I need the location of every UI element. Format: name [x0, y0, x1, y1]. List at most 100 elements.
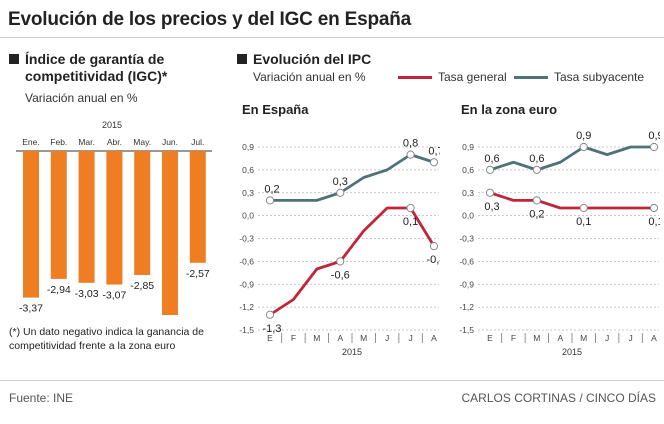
igc-subtitle: Variación anual en %	[25, 91, 138, 105]
ipc-ytick-label: -1,5	[459, 325, 474, 335]
general-marker	[336, 257, 345, 266]
subyacente-value-label: 0,9	[576, 130, 591, 142]
igc-category-label: May.	[133, 137, 151, 147]
subyacente-value-label: 0,6	[484, 153, 499, 165]
general-marker	[265, 310, 275, 319]
general-value-label: 0,1	[576, 216, 591, 228]
igc-value-label: -2,85	[130, 280, 154, 292]
igc-bar	[50, 151, 67, 279]
subyacente-marker	[336, 188, 345, 197]
subyacente-marker	[649, 142, 659, 152]
ipc-ytick-label: -0,9	[459, 279, 474, 289]
ipc-ytick-label: -0,6	[459, 256, 474, 266]
ipc-month-label: J	[605, 333, 609, 343]
igc-category-label: Jul.	[191, 137, 204, 147]
legend-subyacente-label: Tasa subyacente	[554, 70, 645, 84]
ipc-month-label: E	[487, 333, 493, 343]
subyacente-line	[489, 145, 654, 172]
general-marker	[406, 203, 415, 213]
ipc-ytick-label: 0,9	[242, 142, 254, 152]
ipc-ytick-label: -1,5	[239, 325, 254, 335]
ipc-month-label: J	[385, 333, 389, 343]
igc-heading-line2: competitividad (IGC)*	[25, 68, 168, 84]
ipc-month-label: J	[628, 333, 632, 343]
igc-heading: Índice de garantía de competitividad (IG…	[9, 51, 167, 85]
ipc-ytick-label: -0,3	[239, 234, 254, 244]
panel-title-spain: En España	[242, 102, 309, 117]
igc-year-label: 2015	[102, 120, 122, 130]
ipc-month-label: M	[360, 333, 367, 343]
igc-footnote: (*) Un dato negativo indica la ganancia …	[9, 325, 204, 353]
general-marker	[532, 196, 541, 205]
general-value-label: -0,6	[331, 269, 350, 281]
ipc-subtitle: Variación anual en %	[253, 70, 366, 84]
subyacente-value-label: 0,8	[403, 138, 418, 150]
igc-value-label: -3,07	[102, 290, 126, 302]
ipc-month-label: J	[408, 333, 412, 343]
general-value-label: -0,4	[427, 254, 440, 266]
igc-bar-chart: 2015 Ene. Feb. Mar. Abr. May. Jun. Jul. -3,37 -2,…	[16, 120, 212, 315]
igc-heading-line1: Índice de garantía de	[25, 51, 165, 67]
ipc-ytick-label: 0,3	[242, 188, 254, 198]
subyacente-line	[270, 153, 435, 202]
ipc-month-label: A	[431, 333, 437, 343]
ipc-spain-chart: 0,9 0,6 0,3 0,0 -0,3 -0,6 -0,9 -1,2 -1,5 E F M A M J J A…	[239, 138, 440, 357]
ipc-month-label: M	[313, 333, 320, 343]
ipc-ytick-label: 0,6	[462, 165, 474, 175]
igc-footnote-line2: competitividad frente a la zona euro	[9, 340, 176, 352]
general-value-label: 0,1	[648, 216, 660, 228]
igc-category-label: Feb.	[50, 137, 67, 147]
footer-source: Fuente: INE	[9, 391, 74, 405]
subyacente-value-label: 0,6	[529, 153, 544, 165]
igc-bar	[134, 151, 151, 275]
subyacente-marker	[429, 158, 439, 167]
igc-bar	[189, 151, 206, 263]
igc-value-label: -3,03	[75, 288, 99, 300]
general-value-label: 0,1	[403, 216, 418, 228]
igc-category-label: Jun.	[162, 137, 178, 147]
square-bullet-icon	[9, 54, 19, 64]
subyacente-value-label: 0,9	[648, 130, 660, 142]
ipc-heading: Evolución del IPC	[237, 51, 371, 68]
ipc-month-label: F	[511, 333, 516, 343]
igc-category-label: Abr.	[107, 137, 122, 147]
legend-subyacente-swatch	[514, 75, 548, 79]
igc-value-label: -2,94	[47, 284, 71, 296]
ipc-ytick-label: 0,3	[462, 188, 474, 198]
ipc-ytick-label: -1,2	[459, 302, 474, 312]
general-marker	[649, 203, 659, 213]
footer-divider	[0, 380, 664, 381]
igc-value-label: -3,37	[19, 303, 43, 315]
subyacente-marker	[485, 165, 495, 174]
ipc-month-label: M	[580, 333, 587, 343]
top-divider	[0, 37, 664, 38]
ipc-ytick-label: -0,6	[239, 256, 254, 266]
ipc-ytick-label: -0,3	[459, 234, 474, 244]
footer-credit: CARLOS CORTINAS / CINCO DÍAS	[461, 391, 656, 405]
subyacente-marker	[265, 196, 275, 205]
ipc-heading-text: Evolución del IPC	[253, 51, 372, 67]
ipc-ytick-label: 0,0	[462, 211, 474, 221]
legend-general-swatch	[398, 75, 432, 79]
ipc-ytick-label: -0,9	[239, 279, 254, 289]
general-line	[489, 191, 654, 210]
ipc-month-label: F	[291, 333, 296, 343]
square-bullet-icon	[237, 54, 247, 64]
ipc-year-label: 2015	[342, 347, 362, 357]
ipc-month-label: A	[337, 333, 343, 343]
subyacente-marker	[579, 142, 588, 152]
general-value-label: 0,3	[484, 201, 499, 213]
ipc-euro-chart: 0,9 0,6 0,3 0,0 -0,3 -0,6 -0,9 -1,2 -1,5 E F M A M J J A…	[459, 130, 660, 357]
igc-category-label: Ene.	[22, 137, 40, 147]
igc-category-label: Mar.	[78, 137, 95, 147]
chart-title: Evolución de los precios y del IGC en Es…	[8, 9, 411, 30]
subyacente-value-label: 0,3	[333, 176, 348, 188]
general-marker	[429, 242, 439, 251]
subyacente-marker	[532, 165, 541, 174]
panel-title-euro: En la zona euro	[461, 102, 558, 117]
general-marker	[579, 203, 588, 213]
igc-value-label: -2,57	[186, 268, 210, 280]
general-value-label: -1,3	[263, 323, 282, 335]
igc-bar	[78, 151, 95, 283]
ipc-ytick-label: 0,9	[462, 142, 474, 152]
